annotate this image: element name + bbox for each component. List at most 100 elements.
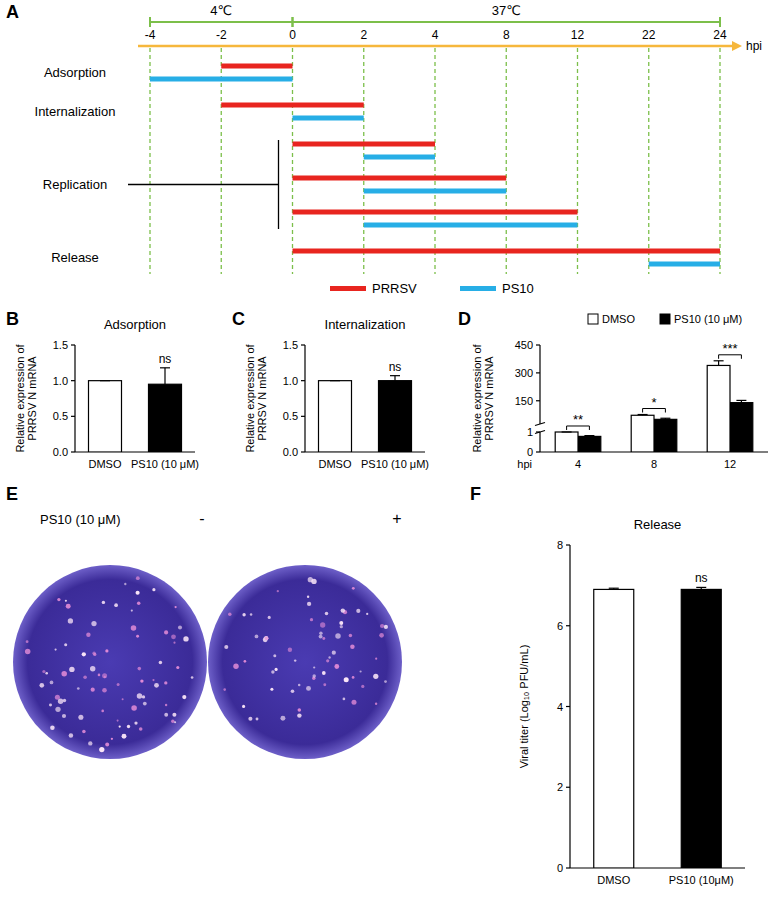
plaque-spot <box>244 660 247 663</box>
plot-marks <box>319 376 412 452</box>
y-axis-title-line: Relative expression of <box>471 343 483 452</box>
time-axis-arrow <box>732 41 742 51</box>
x-tick-label: PS10 (10 μM) <box>361 458 429 470</box>
plaque-spot <box>343 698 346 701</box>
error-bar-cap <box>390 375 400 376</box>
plaque-spot <box>143 702 147 706</box>
plaque-spot <box>268 616 271 619</box>
plaque-spot <box>102 688 107 693</box>
plaque-spot <box>328 656 330 658</box>
plaque-spot <box>136 576 140 580</box>
plaque-spot <box>66 604 71 609</box>
plaque-spot <box>174 721 176 723</box>
stage-bar <box>293 249 721 254</box>
plaque-spot <box>127 725 130 728</box>
plaque-spot <box>256 718 259 721</box>
plaque-spot <box>313 666 315 668</box>
plaque-spot <box>88 741 92 745</box>
y-tick <box>566 544 570 545</box>
y-tick <box>536 431 540 432</box>
bar <box>654 419 677 452</box>
legend-swatch <box>588 314 598 324</box>
y-tick <box>301 451 305 452</box>
y-tick <box>301 344 305 345</box>
plaque-spot <box>360 670 362 672</box>
plaque-spot <box>171 719 174 722</box>
plaque-spot <box>50 681 54 685</box>
plaque-spot <box>134 721 137 724</box>
axis-break-mark <box>535 423 545 426</box>
error-bar-cap <box>160 367 170 368</box>
error-bar-cap <box>714 360 724 361</box>
stage-bar <box>364 223 578 228</box>
plaque-spot <box>341 608 345 612</box>
plaque-spot <box>90 666 95 671</box>
y-axis-title-line: Relative expression of <box>14 343 26 452</box>
plaque-spot <box>99 747 104 752</box>
plaque-spot <box>320 622 325 627</box>
y-axis-title: Relative expression ofPRRSV N mRNA <box>471 343 496 452</box>
error-bar-cap <box>100 380 110 381</box>
plaque-spot <box>164 713 168 717</box>
y-axis-title-line: Viral titer (Log₁₀ PFU/mL) <box>518 645 530 769</box>
plaque-spot <box>224 645 228 649</box>
error-bar-cap <box>736 400 746 401</box>
panel-title: Adsorption <box>104 317 166 332</box>
time-tick-label: 0 <box>289 28 296 42</box>
y-tick <box>566 787 570 788</box>
plaque-spot <box>242 613 245 616</box>
time-tick-label: 2 <box>360 28 367 42</box>
time-unit: hpi <box>746 39 762 53</box>
stage-bar <box>293 176 507 181</box>
plaque-spot <box>55 649 57 651</box>
y-axis-title: Viral titer (Log₁₀ PFU/mL) <box>518 645 530 769</box>
plaque-spot <box>63 699 66 702</box>
plaque-spot <box>77 687 80 690</box>
y-tick-label: 300 <box>515 367 533 379</box>
y-axis <box>539 432 540 452</box>
plaque-spot <box>152 679 154 681</box>
plaque-spot <box>104 676 106 678</box>
plaque-spot <box>270 688 273 691</box>
y-tick-label: 0.5 <box>283 410 298 422</box>
time-tick-label: 8 <box>503 28 510 42</box>
y-axis-title-line: PRRSV N mRNA <box>256 356 268 441</box>
error-bar-stem <box>394 376 395 381</box>
y-tick-label: 8 <box>557 539 563 551</box>
plaque-spot <box>384 625 388 629</box>
plaque-spot <box>319 632 322 635</box>
y-tick-label: 4 <box>557 701 563 713</box>
plaque-spot <box>280 716 285 721</box>
error-bar <box>390 376 400 381</box>
plaque-spot <box>352 587 355 590</box>
plaque-spot <box>351 700 356 705</box>
stage-label: Internalization <box>35 104 116 119</box>
time-gridline <box>434 48 435 274</box>
bar <box>149 384 182 452</box>
phase-bracket-end <box>292 17 294 27</box>
legend-label: DMSO <box>602 313 635 325</box>
plaque-spot <box>92 651 95 654</box>
condition-label: + <box>392 510 401 527</box>
plaque-spot <box>117 720 119 722</box>
plaque-spot <box>152 588 155 591</box>
plaque-spot <box>137 693 143 699</box>
plot-marks <box>89 368 182 452</box>
plaque-spot <box>98 674 101 677</box>
phase-bracket-end <box>719 17 721 27</box>
plaque-spot <box>344 677 349 682</box>
plaque-spot <box>62 714 66 718</box>
plaque-spot <box>101 710 104 713</box>
plaque-spot <box>323 683 326 686</box>
plaque-spot <box>174 606 176 608</box>
plaque-spot <box>373 674 378 679</box>
plaque-spot <box>68 618 73 623</box>
plaque-spot <box>165 704 167 706</box>
bar <box>379 381 412 452</box>
y-tick-label: 2 <box>557 781 563 793</box>
plaque-spot <box>140 679 143 682</box>
error-bar <box>736 400 746 402</box>
y-axis-title-line: PRRSV N mRNA <box>26 356 38 441</box>
y-tick <box>71 380 75 381</box>
plaque-spot <box>340 625 343 628</box>
